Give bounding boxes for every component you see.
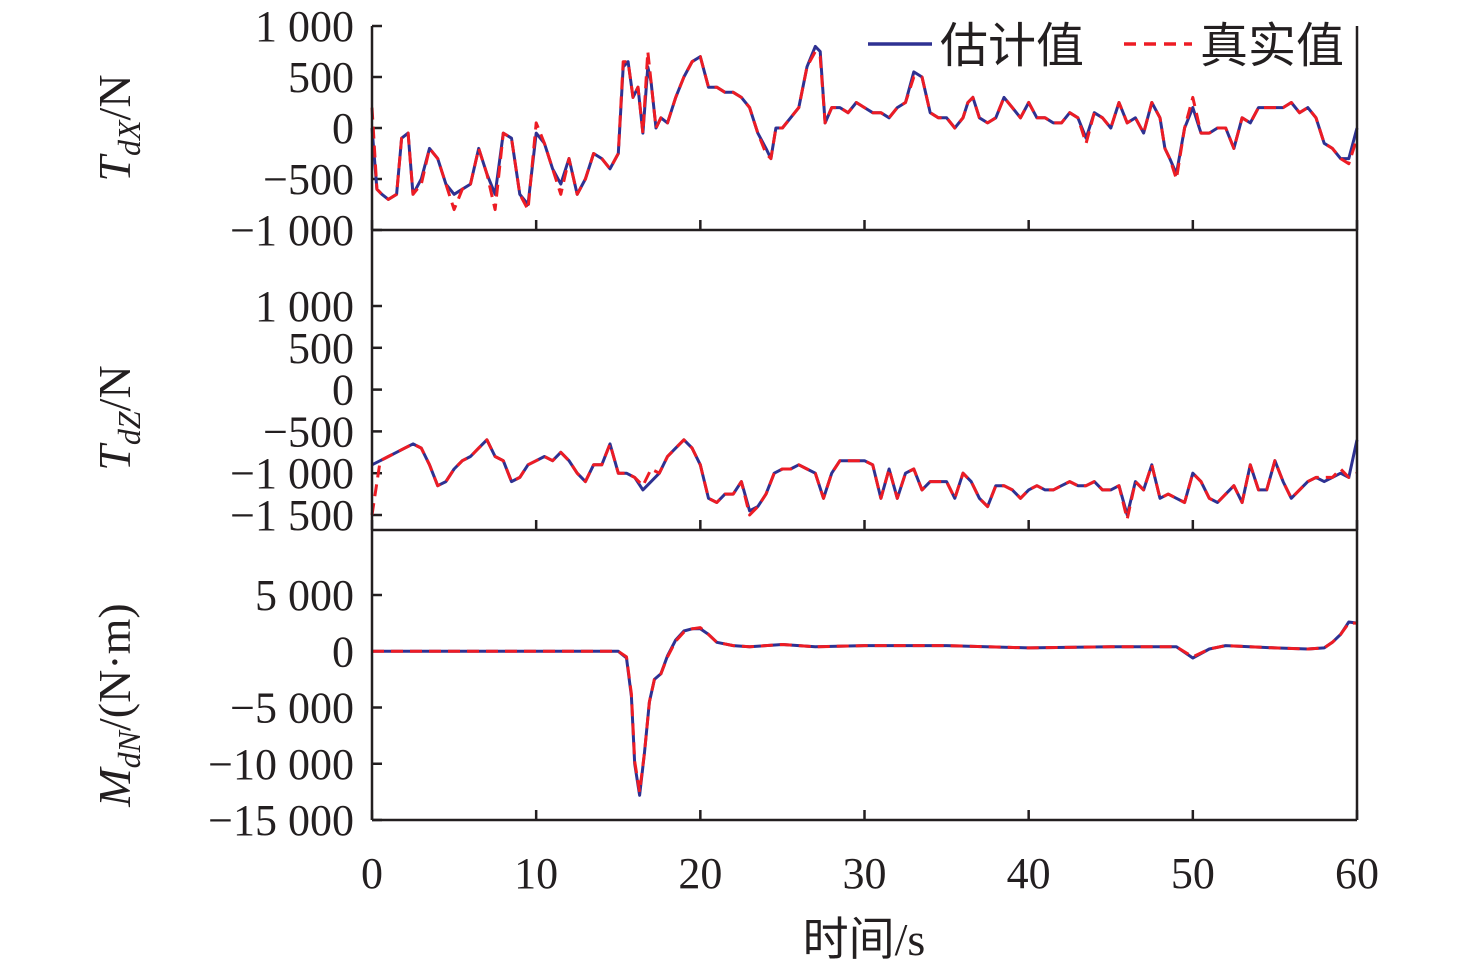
panel-3: 5 000 0 −5 000 −10 000 −15 000 MdN/(N·m) (89, 530, 1359, 845)
x-tick-label: 30 (843, 849, 887, 898)
x-tick-label: 0 (361, 849, 383, 898)
legend: 估计值 真实值 (868, 20, 1344, 73)
y-axis-label-main: T (89, 442, 140, 471)
y-axis-label-sub: dZ (111, 410, 147, 445)
y-tick-label: −1 000 (230, 449, 354, 498)
series-true-line (370, 50, 1359, 212)
x-tick-label: 50 (1171, 849, 1215, 898)
y-axis-label: MdN/(N·m) (89, 603, 147, 807)
y-tick-label: 0 (332, 104, 354, 153)
y-tick-label: 500 (288, 53, 354, 102)
y-axis-label-unit: /(N·m) (89, 603, 140, 731)
x-axis-label: 时间/s (803, 914, 926, 965)
y-tick-label: 0 (332, 627, 354, 676)
x-tick-label: 20 (678, 849, 722, 898)
y-tick-label: −500 (263, 407, 354, 456)
y-tick-label: 1 000 (255, 2, 354, 51)
y-axis-label-main: T (89, 153, 140, 182)
y-tick-label: 0 (332, 366, 354, 415)
y-axis-label: TdZ/N (89, 365, 147, 470)
series-estimate-line (372, 620, 1358, 797)
x-tick-labels: 0 10 20 30 40 50 60 (361, 849, 1379, 898)
y-tick-label: −10 000 (208, 740, 354, 789)
legend-true-label: 真实值 (1200, 20, 1344, 73)
x-tick-label: 40 (1007, 849, 1051, 898)
y-tick-label: −500 (263, 155, 354, 204)
y-axis-label-unit: /N (89, 74, 140, 120)
y-tick-label: 500 (288, 324, 354, 373)
y-axis-label-sub: dX (111, 119, 147, 156)
y-axis-label: TdX/N (89, 74, 147, 181)
y-tick-label: −15 000 (208, 796, 354, 845)
y-tick-label: 1 000 (255, 282, 354, 331)
y-axis-label-sub: dN (111, 729, 147, 768)
y-tick-label: −1 000 (230, 206, 354, 255)
x-tick-label: 10 (514, 849, 558, 898)
y-axis-label-unit: /N (89, 365, 140, 411)
legend-estimate-label: 估计值 (940, 20, 1084, 73)
y-tick-label: −5 000 (230, 684, 354, 733)
series-true-line (370, 438, 1358, 521)
y-tick-label: −1 500 (230, 491, 354, 540)
y-tick-label: 5 000 (255, 571, 354, 620)
y-axis-label-main: M (89, 766, 140, 808)
series-true-line (372, 621, 1357, 794)
x-tick-label: 60 (1335, 849, 1379, 898)
